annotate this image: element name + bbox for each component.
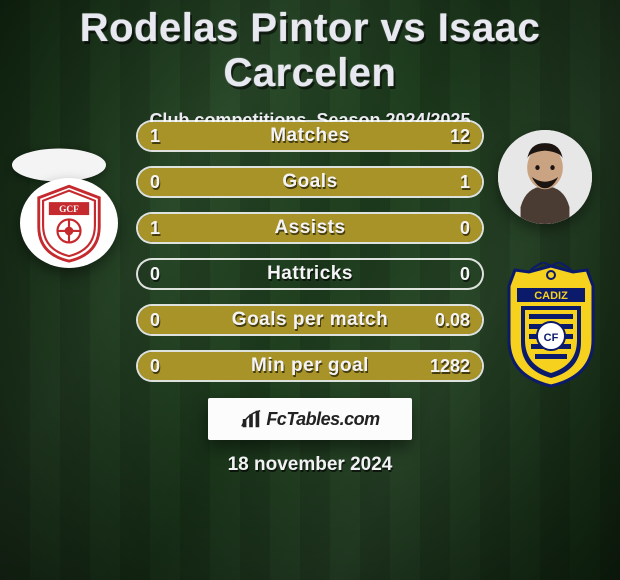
date-label: 18 november 2024 [0,454,620,476]
stat-label: Assists [138,214,482,242]
stat-row: 10Assists [136,212,484,244]
stat-label: Hattricks [138,260,482,288]
club-right-badge: CADIZ CF [500,262,602,388]
stat-label: Goals [138,168,482,196]
svg-text:CF: CF [544,332,559,344]
stat-row: 00Hattricks [136,258,484,290]
club-left-badge: GCF [20,178,118,268]
player-right-avatar [498,130,592,224]
stat-row: 00.08Goals per match [136,304,484,336]
branding-text: FcTables.com [266,409,379,430]
stat-label: Matches [138,122,482,150]
stat-label: Goals per match [138,306,482,334]
player-left-avatar [12,149,106,182]
stat-row: 01Goals [136,166,484,198]
chart-icon [240,408,262,430]
stat-row: 112Matches [136,120,484,152]
stats-table: 112Matches 01Goals 10Assists 00Hattricks 00.… [136,120,484,396]
branding-badge: FcTables.com [208,398,412,440]
stat-label: Min per goal [138,352,482,380]
page-title: Rodelas Pintor vs Isaac Carcelen [0,0,620,96]
svg-text:GCF: GCF [59,205,79,215]
svg-text:CADIZ: CADIZ [534,290,568,302]
stat-row: 01282Min per goal [136,350,484,382]
